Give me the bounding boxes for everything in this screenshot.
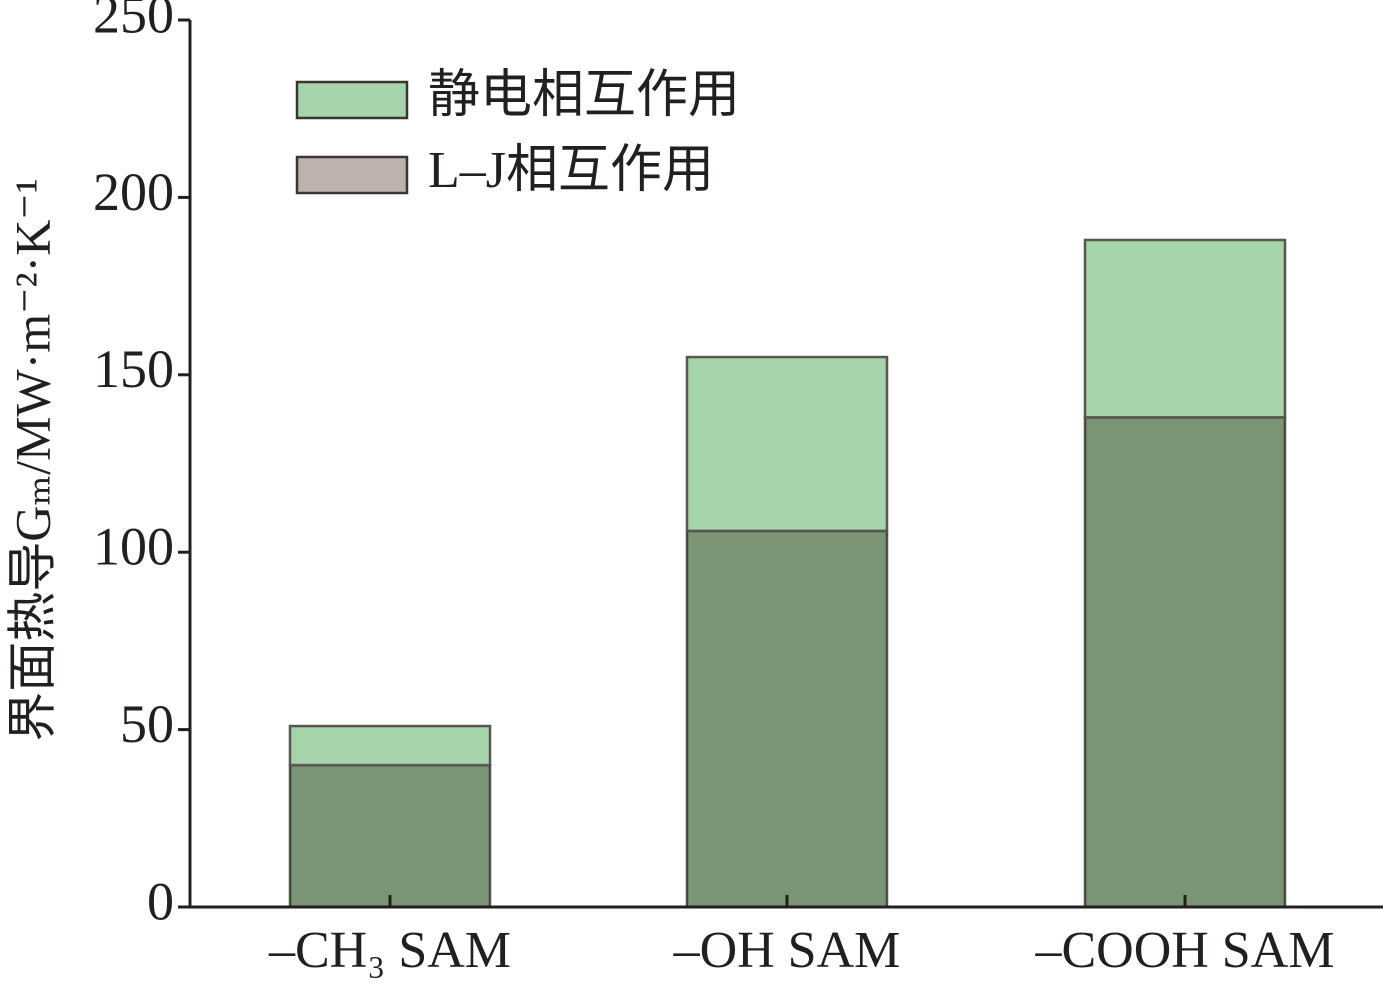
bar-segment (288, 724, 492, 767)
x-tick-label: –CH₃ SAM (268, 922, 511, 979)
y-tick-label: 0 (147, 871, 174, 931)
y-tick-label: 200 (93, 162, 174, 222)
legend-swatch (295, 80, 409, 120)
legend-label: 静电相互作用 (428, 67, 740, 124)
y-axis-label: 界面热导Gₘ/MW·m⁻²·K⁻¹ (4, 178, 60, 741)
bar-segment (685, 529, 889, 909)
x-tick-label: –COOH SAM (1034, 922, 1334, 979)
bar-segment (685, 355, 889, 533)
legend-swatch (295, 155, 409, 195)
y-tick-label: 250 (93, 0, 174, 44)
bar-segment (288, 763, 492, 909)
y-tick-label: 50 (120, 694, 174, 754)
bar-segment (1083, 238, 1287, 419)
y-tick-label: 150 (93, 339, 174, 399)
bar-segment (1083, 416, 1287, 909)
y-tick-label: 100 (93, 517, 174, 577)
x-tick-label: –OH SAM (673, 922, 901, 979)
legend-label: L–J相互作用 (428, 142, 714, 199)
